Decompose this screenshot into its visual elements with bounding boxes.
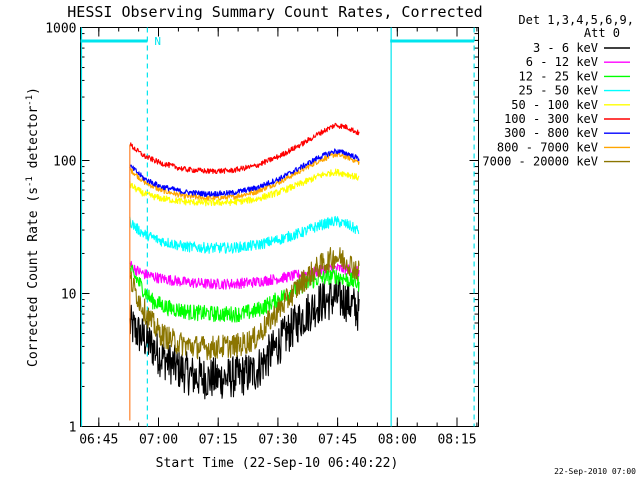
y-axis-label-part-3: ) bbox=[26, 87, 41, 95]
series-line bbox=[129, 151, 360, 202]
series-line bbox=[129, 260, 360, 290]
y-tick-label: 100 bbox=[53, 155, 76, 170]
y-axis-label-exp-1: -1 bbox=[25, 176, 35, 187]
series-line bbox=[129, 215, 360, 254]
plot-frame bbox=[80, 27, 479, 427]
legend-label: 300 - 800 keV bbox=[504, 126, 598, 140]
orbit-markers: N bbox=[80, 27, 475, 427]
legend-label: 25 - 50 keV bbox=[519, 84, 598, 98]
series-line bbox=[129, 168, 360, 207]
y-axis-label-exp-2: -1 bbox=[25, 95, 35, 106]
y-axis-label: Corrected Count Rate (s-1 detector-1) bbox=[25, 87, 41, 367]
legend-label: 12 - 25 keV bbox=[519, 69, 598, 83]
series-line bbox=[129, 246, 360, 361]
data-series bbox=[129, 122, 360, 421]
legend-label: 100 - 300 keV bbox=[504, 112, 598, 126]
legend-label: 800 - 7000 keV bbox=[497, 140, 598, 154]
legend-label: 50 - 100 keV bbox=[511, 98, 598, 112]
x-axis-ticks: 06:45 07:00 07:15 07:30 07:45 08:00 08:15 bbox=[79, 27, 478, 448]
x-axis-label: Start Time (22-Sep-10 06:40:22) bbox=[156, 456, 399, 471]
legend-header-line-2: Att 0 bbox=[584, 26, 620, 40]
series-line bbox=[129, 122, 360, 174]
series-line bbox=[129, 264, 360, 323]
legend-label: 7000 - 20000 keV bbox=[482, 155, 598, 169]
x-tick-label: 07:15 bbox=[199, 433, 238, 448]
x-tick-label: 07:30 bbox=[258, 433, 297, 448]
x-tick-label: 06:45 bbox=[79, 433, 118, 448]
x-tick-label: 07:00 bbox=[139, 433, 178, 448]
footer-date-stamp: 22-Sep-2010 07:00 bbox=[554, 467, 636, 476]
legend-label: 6 - 12 keV bbox=[526, 55, 598, 69]
legend-label: 3 - 6 keV bbox=[533, 41, 598, 55]
y-axis-label-part-2: detector bbox=[26, 106, 41, 177]
y-tick-label: 1000 bbox=[45, 22, 76, 37]
legend-header-line-1: Det 1,3,4,5,6,9, bbox=[518, 13, 634, 27]
saa-label: N bbox=[154, 35, 161, 48]
x-tick-label: 07:45 bbox=[318, 433, 357, 448]
y-tick-label: 10 bbox=[61, 288, 77, 303]
x-tick-label: 08:00 bbox=[378, 433, 417, 448]
series-line bbox=[129, 148, 360, 197]
y-axis-label-part-1: Corrected Count Rate (s bbox=[26, 187, 41, 367]
y-axis-ticks: 1 10 100 1000 bbox=[45, 22, 479, 436]
series-line bbox=[129, 277, 360, 400]
x-tick-label: 08:15 bbox=[437, 433, 476, 448]
y-tick-label: 1 bbox=[69, 421, 77, 436]
chart-title: HESSI Observing Summary Count Rates, Cor… bbox=[67, 3, 482, 21]
